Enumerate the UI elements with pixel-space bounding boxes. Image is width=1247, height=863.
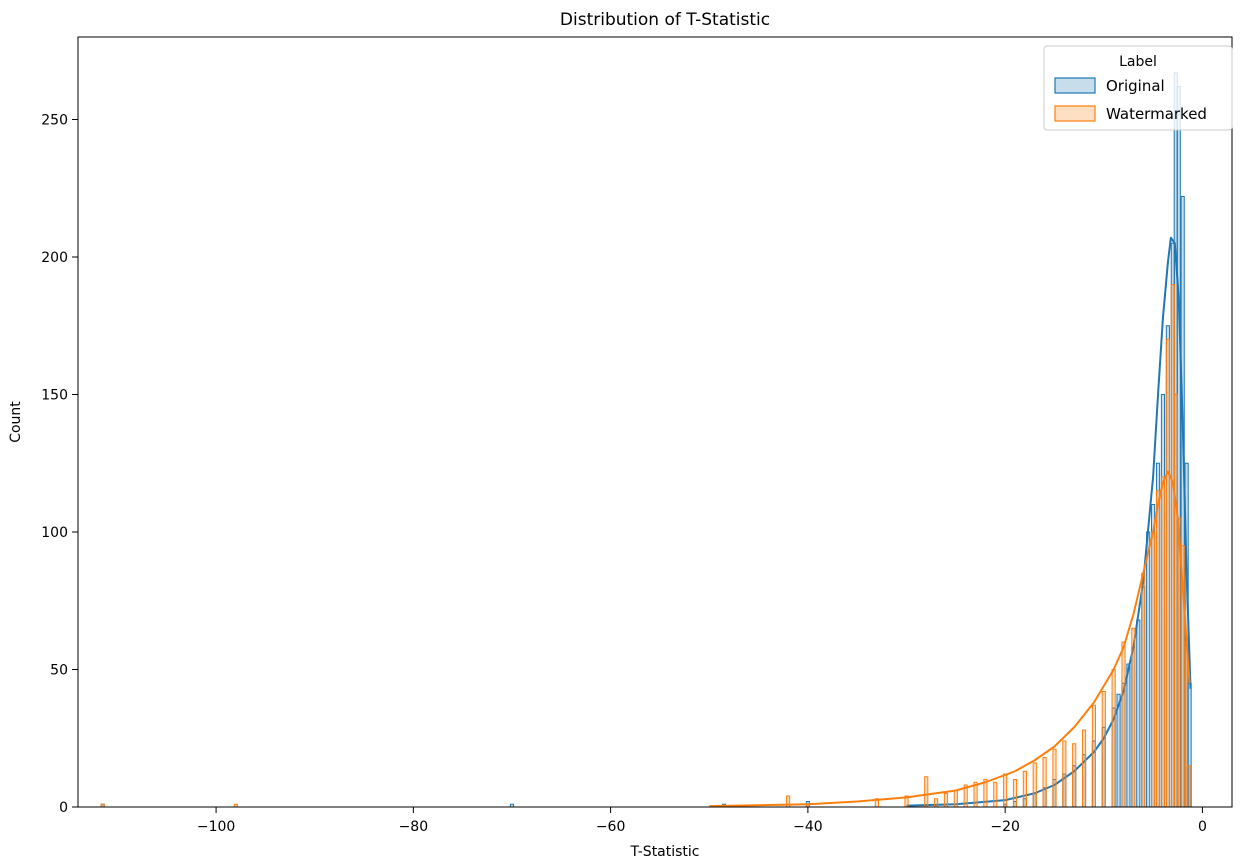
- hist-bar-watermarked: [934, 798, 939, 808]
- plot-frame: [77, 36, 1233, 808]
- hist-bar-watermarked: [1072, 743, 1077, 808]
- hist-bar-watermarked: [1101, 691, 1106, 808]
- hist-bar-watermarked: [1155, 490, 1161, 808]
- hist-bar-watermarked: [1160, 476, 1166, 808]
- legend-label-watermarked: Watermarked: [1106, 105, 1207, 123]
- hist-bar-watermarked: [1032, 762, 1037, 808]
- y-tick-label: 100: [41, 525, 68, 541]
- y-axis-label: Count: [8, 401, 24, 443]
- hist-bar-original: [1146, 531, 1151, 808]
- hist-bar-watermarked: [924, 776, 929, 808]
- y-tick-label: 200: [41, 250, 68, 266]
- x-tick-label: −40: [793, 819, 823, 835]
- x-tick-label: −80: [399, 819, 429, 835]
- hist-bar-watermarked: [1091, 704, 1096, 808]
- hist-bar-watermarked: [1062, 740, 1067, 808]
- hist-bar-watermarked: [1131, 627, 1136, 808]
- hist-bar-watermarked: [1173, 394, 1178, 808]
- y-tick-label: 50: [50, 663, 68, 679]
- hist-bar-watermarked: [1186, 765, 1191, 808]
- y-tick-label: 0: [59, 800, 68, 816]
- legend-label-original: Original: [1106, 77, 1165, 95]
- chart-title: Distribution of T-Statistic: [560, 10, 770, 30]
- hist-bar-watermarked: [1042, 757, 1047, 808]
- axes: −100 −80 −60 −40 −20 0 0 50 100 150 200 250: [41, 36, 1233, 835]
- hist-bar-watermarked: [1151, 531, 1156, 808]
- hist-bar-watermarked: [1003, 773, 1008, 808]
- x-tick-label: −20: [990, 819, 1020, 835]
- hist-bar-watermarked: [983, 779, 988, 808]
- hist-bar-watermarked: [993, 781, 998, 808]
- plot-area: [100, 72, 1192, 808]
- hist-bar-watermarked: [1141, 572, 1146, 808]
- legend-swatch-original: [1054, 77, 1096, 94]
- kde-line-watermarked: [709, 470, 1191, 808]
- hist-bar-watermarked: [953, 790, 958, 808]
- hist-bar-watermarked: [1121, 641, 1126, 808]
- hist-bar-watermarked: [1022, 770, 1027, 808]
- legend-box: [1043, 45, 1233, 131]
- x-tick-label: −60: [596, 819, 626, 835]
- legend: Label Original Watermarked: [1043, 45, 1233, 131]
- hist-bar-watermarked: [943, 792, 949, 808]
- hist-bar-original: [1126, 663, 1131, 808]
- legend-swatch-watermarked: [1054, 105, 1096, 122]
- hist-bar-watermarked: [1165, 339, 1170, 808]
- y-tick-label: 150: [41, 388, 68, 404]
- x-tick-label: 0: [1198, 819, 1207, 835]
- hist-bar-watermarked: [1012, 779, 1018, 808]
- hist-bar-watermarked: [1081, 729, 1087, 808]
- hist-bar-watermarked: [1052, 748, 1057, 808]
- hist-bar-watermarked: [1111, 669, 1116, 808]
- x-axis-label: T-Statistic: [629, 844, 699, 860]
- y-tick-label: 250: [41, 113, 68, 129]
- legend-title: Label: [1119, 54, 1157, 70]
- kde-line-original: [906, 236, 1192, 807]
- x-tick-label: −100: [197, 819, 235, 835]
- hist-bar-original: [1136, 619, 1141, 808]
